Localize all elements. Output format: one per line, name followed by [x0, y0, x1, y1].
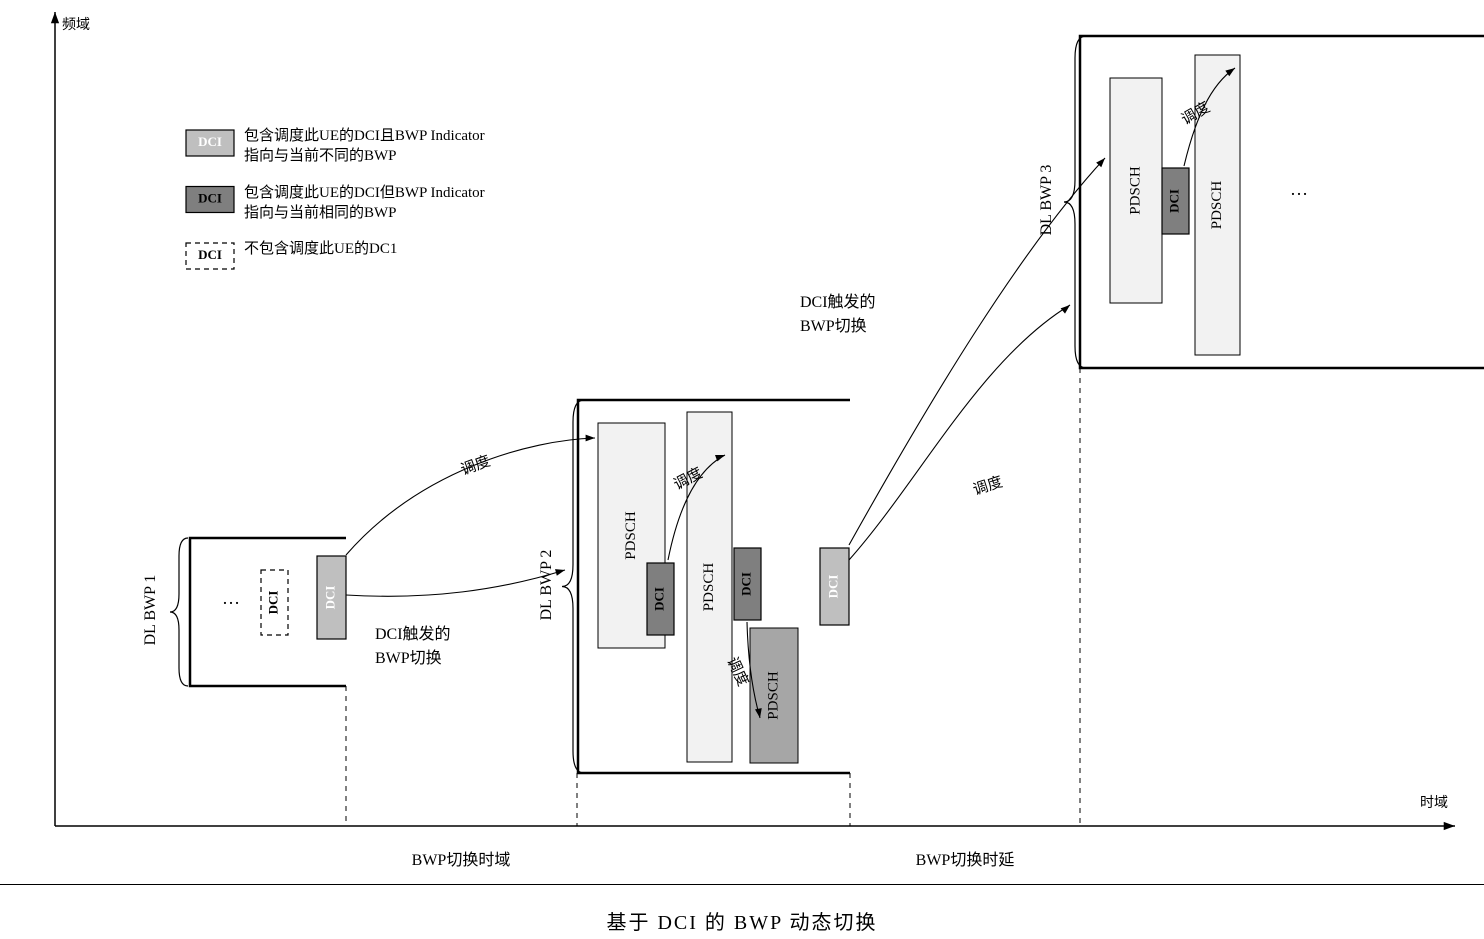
legend-text: 包含调度此UE的DCI且BWP Indicator指向与当前不同的BWP: [244, 126, 485, 167]
legend-swatch-label: DCI: [198, 247, 222, 262]
diagram-svg: PDSCH PDSCH PDSCH PDSCH PDSCH DCI DCI DCI DCI DCI…: [0, 0, 1484, 939]
legend-swatch-label: DCI: [198, 134, 222, 149]
bwp2-dci1-dark-label: DCI: [651, 587, 666, 611]
bwp-label: DL BWP 2: [538, 550, 556, 621]
bwp2-pdsch2-label: PDSCH: [701, 563, 717, 612]
schedule-label: 调度: [459, 453, 493, 479]
legend-text: 不包含调度此UE的DC1: [244, 239, 397, 259]
legend-swatch-label: DCI: [198, 190, 222, 205]
ellipsis: …: [1290, 179, 1308, 199]
figure-caption: 基于 DCI 的 BWP 动态切换: [0, 906, 1484, 935]
bwp3-pdsch2-label: PDSCH: [1209, 181, 1225, 230]
time-gap-label: BWP切换时域: [412, 846, 511, 870]
y-axis-label: 频域: [62, 14, 90, 34]
bwp1-to-frame2: [346, 570, 565, 596]
bwp2-dci3-to-frame3: [849, 305, 1070, 560]
bwp2-pdsch3-label: PDSCH: [765, 671, 781, 720]
bwp-label: DL BWP 1: [142, 575, 160, 646]
brace: [170, 538, 188, 686]
bwp1-to-pdsch1: [346, 438, 595, 555]
bwp3-dci-dark-label: DCI: [1166, 189, 1181, 213]
bwp1-dci-dashed-label: DCI: [265, 591, 280, 615]
bwp2-pdsch1-label: PDSCH: [623, 511, 639, 560]
time-gap-label: BWP切换时延: [916, 846, 1015, 870]
bwp1-dci-light-label: DCI: [322, 586, 337, 610]
brace: [562, 400, 584, 773]
bwp2-dci3-light-label: DCI: [825, 575, 840, 599]
bwp-label: DL BWP 3: [1038, 165, 1056, 236]
x-axis-label: 时域: [1420, 792, 1448, 812]
legend-text: 包含调度此UE的DCI但BWP Indicator指向与当前相同的BWP: [244, 183, 485, 224]
schedule-label: 调度: [971, 473, 1005, 498]
bwp3-pdsch1-label: PDSCH: [1127, 166, 1143, 215]
caption-divider: [0, 884, 1484, 885]
ellipsis: …: [222, 588, 240, 608]
trigger-label: DCI触发的BWP切换: [800, 288, 876, 336]
trigger-label: DCI触发的BWP切换: [375, 620, 451, 668]
bwp2-dci2-dark-label: DCI: [738, 572, 753, 596]
